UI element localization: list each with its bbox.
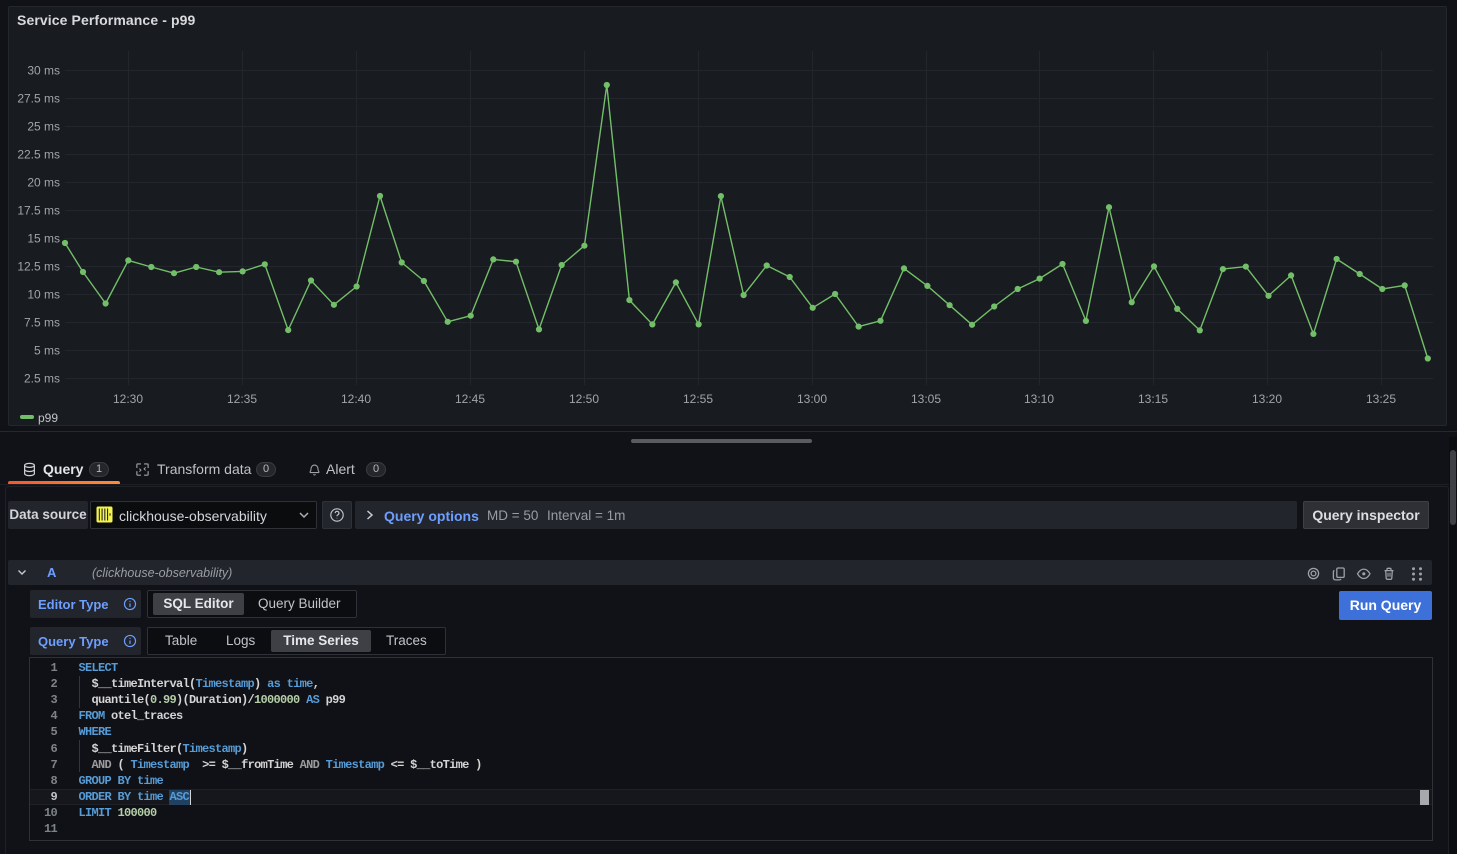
svg-text:12:30: 12:30	[113, 392, 143, 406]
svg-text:5 ms: 5 ms	[34, 344, 60, 358]
svg-text:12.5 ms: 12.5 ms	[17, 260, 60, 274]
svg-text:13:10: 13:10	[1024, 392, 1054, 406]
svg-text:17.5 ms: 17.5 ms	[17, 204, 60, 218]
svg-text:10 ms: 10 ms	[27, 288, 60, 302]
svg-text:12:55: 12:55	[683, 392, 713, 406]
svg-text:22.5 ms: 22.5 ms	[17, 148, 60, 162]
svg-text:2.5 ms: 2.5 ms	[24, 372, 60, 386]
svg-text:27.5 ms: 27.5 ms	[17, 92, 60, 106]
svg-text:7.5 ms: 7.5 ms	[24, 316, 60, 330]
svg-text:13:05: 13:05	[911, 392, 941, 406]
svg-text:13:00: 13:00	[797, 392, 827, 406]
svg-text:13:25: 13:25	[1366, 392, 1396, 406]
svg-text:20 ms: 20 ms	[27, 176, 60, 190]
svg-text:25 ms: 25 ms	[27, 120, 60, 134]
svg-text:12:45: 12:45	[455, 392, 485, 406]
svg-text:13:15: 13:15	[1138, 392, 1168, 406]
svg-text:12:40: 12:40	[341, 392, 371, 406]
svg-text:30 ms: 30 ms	[27, 64, 60, 78]
svg-text:13:20: 13:20	[1252, 392, 1282, 406]
svg-text:12:35: 12:35	[227, 392, 257, 406]
svg-text:15 ms: 15 ms	[27, 232, 60, 246]
svg-text:12:50: 12:50	[569, 392, 599, 406]
